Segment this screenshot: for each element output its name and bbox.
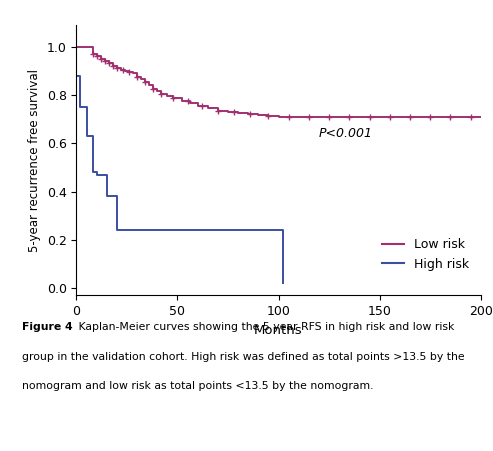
- X-axis label: Months: Months: [254, 324, 303, 337]
- Y-axis label: 5-year recurrence free survival: 5-year recurrence free survival: [28, 69, 41, 252]
- Text: Kaplan-Meier curves showing the 5 year RFS in high risk and low risk: Kaplan-Meier curves showing the 5 year R…: [75, 322, 455, 332]
- Text: Figure 4: Figure 4: [22, 322, 73, 332]
- Legend: Low risk, High risk: Low risk, High risk: [377, 233, 474, 276]
- Text: P<0.001: P<0.001: [319, 127, 373, 139]
- Text: group in the validation cohort. High risk was defined as total points >13.5 by t: group in the validation cohort. High ris…: [22, 352, 465, 362]
- Text: nomogram and low risk as total points <13.5 by the nomogram.: nomogram and low risk as total points <1…: [22, 381, 374, 391]
